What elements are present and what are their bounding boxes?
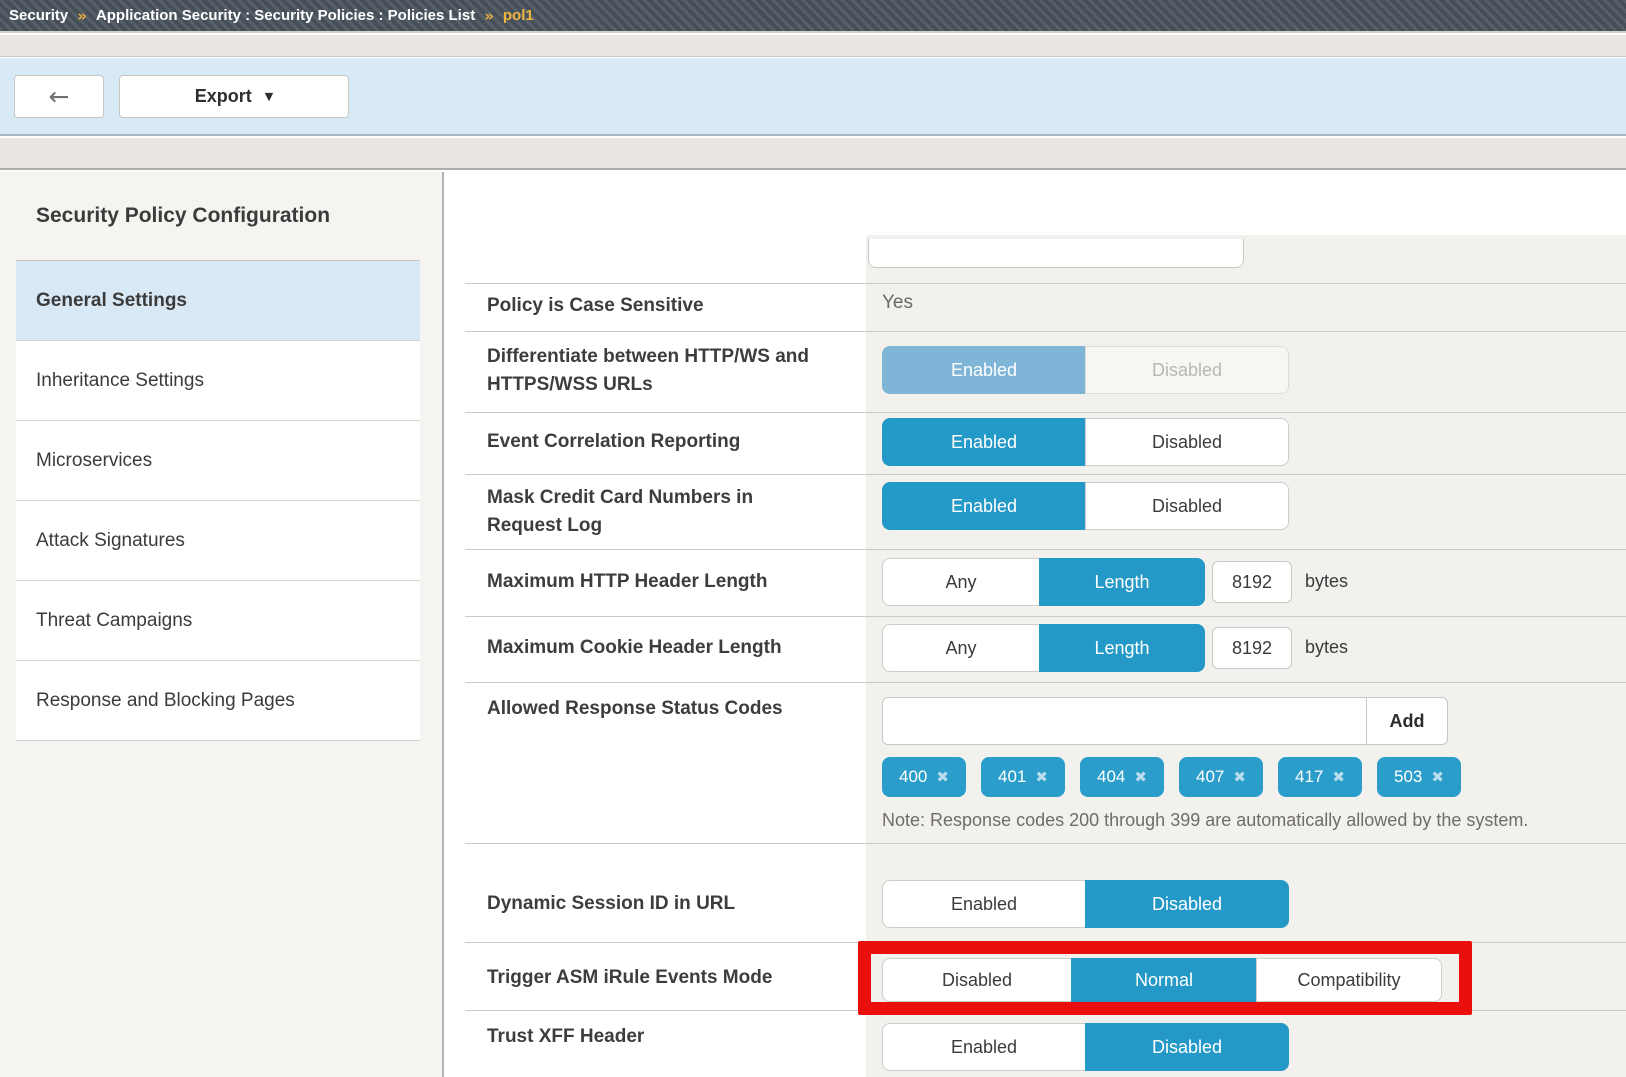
max-http-header-length-input[interactable] xyxy=(1212,561,1292,603)
max-http-header-label: Maximum HTTP Header Length xyxy=(487,571,768,592)
toggle-option-disabled[interactable]: Disabled xyxy=(1085,1023,1289,1071)
dynamic-session-id-label: Dynamic Session ID in URL xyxy=(487,893,736,914)
remove-icon[interactable]: ✖ xyxy=(1332,768,1345,786)
allowed-response-codes-input[interactable] xyxy=(882,697,1367,745)
status-code-tag: 401 ✖ xyxy=(981,757,1065,797)
status-code-value: 417 xyxy=(1295,767,1324,786)
max-http-header-unit-label: bytes xyxy=(1305,571,1349,591)
breadcrumb-path[interactable]: Application Security : Security Policies… xyxy=(95,7,476,24)
sidebar-item-general-settings[interactable]: General Settings xyxy=(16,261,420,341)
toggle-option-any[interactable]: Any xyxy=(882,558,1040,606)
chevron-down-icon: ▼ xyxy=(264,90,274,103)
event-correlation-label: Event Correlation Reporting xyxy=(487,431,741,452)
toggle-option-enabled[interactable]: Enabled xyxy=(882,880,1086,928)
status-code-tag: 404 ✖ xyxy=(1080,757,1164,797)
status-code-value: 407 xyxy=(1196,767,1225,786)
status-code-value: 401 xyxy=(998,767,1027,786)
label-line: Request Log xyxy=(487,515,603,536)
differentiate-urls-toggle: Enabled Disabled xyxy=(882,346,1289,394)
trigger-irule-events-toggle: Disabled Normal Compatibility xyxy=(882,958,1442,1002)
status-code-value: 503 xyxy=(1394,767,1423,786)
row-divider xyxy=(465,942,1626,943)
row-divider xyxy=(465,549,1626,550)
toggle-option-enabled: Enabled xyxy=(882,346,1086,394)
differentiate-urls-label: Differentiate between HTTP/WS and HTTPS/… xyxy=(487,343,809,399)
spacer-strip xyxy=(0,35,1626,57)
max-cookie-header-toggle: Any Length xyxy=(882,624,1205,672)
status-code-value: 404 xyxy=(1097,767,1126,786)
max-cookie-header-label: Maximum Cookie Header Length xyxy=(487,637,782,658)
toggle-option-enabled[interactable]: Enabled xyxy=(882,418,1086,466)
breadcrumb-separator-icon: » xyxy=(77,6,87,25)
export-button-label: Export xyxy=(194,86,252,106)
trust-xff-header-toggle: Enabled Disabled xyxy=(882,1023,1289,1071)
remove-icon[interactable]: ✖ xyxy=(936,768,949,786)
row-divider xyxy=(465,474,1626,475)
row-divider xyxy=(465,1010,1626,1011)
truncated-field-input[interactable] xyxy=(868,238,1244,268)
breadcrumb-root[interactable]: Security xyxy=(9,7,69,24)
breadcrumb: Security » Application Security : Securi… xyxy=(0,0,1626,33)
label-line: HTTPS/WSS URLs xyxy=(487,374,653,395)
back-arrow-icon: ← xyxy=(48,82,70,111)
mask-credit-card-label: Mask Credit Card Numbers in Request Log xyxy=(487,484,753,540)
remove-icon[interactable]: ✖ xyxy=(1431,768,1444,786)
status-code-value: 400 xyxy=(899,767,928,786)
max-cookie-header-length-input[interactable] xyxy=(1212,627,1292,669)
sidebar-item-inheritance-settings[interactable]: Inheritance Settings xyxy=(16,341,420,421)
dynamic-session-id-toggle: Enabled Disabled xyxy=(882,880,1289,928)
trust-xff-header-label: Trust XFF Header xyxy=(487,1026,645,1047)
toggle-option-compatibility[interactable]: Compatibility xyxy=(1256,958,1442,1002)
status-code-tag: 503 ✖ xyxy=(1377,757,1461,797)
row-divider xyxy=(465,682,1626,683)
remove-icon[interactable]: ✖ xyxy=(1233,768,1246,786)
toggle-option-disabled: Disabled xyxy=(1085,346,1289,394)
max-http-header-toggle: Any Length xyxy=(882,558,1205,606)
label-line: Mask Credit Card Numbers in xyxy=(487,487,754,508)
toggle-option-disabled[interactable]: Disabled xyxy=(882,958,1072,1002)
max-cookie-header-unit-label: bytes xyxy=(1305,637,1349,657)
back-button[interactable]: ← xyxy=(14,75,104,118)
allowed-response-codes-label: Allowed Response Status Codes xyxy=(487,698,783,719)
add-button[interactable]: Add xyxy=(1366,697,1448,745)
remove-icon[interactable]: ✖ xyxy=(1035,768,1048,786)
allowed-response-codes-note: Note: Response codes 200 through 399 are… xyxy=(882,810,1529,830)
status-code-tag: 417 ✖ xyxy=(1278,757,1362,797)
row-divider xyxy=(465,331,1626,332)
export-button[interactable]: Export ▼ xyxy=(119,75,349,118)
sidebar-item-attack-signatures[interactable]: Attack Signatures xyxy=(16,501,420,581)
toggle-option-length[interactable]: Length xyxy=(1039,624,1205,672)
sidebar-menu: General Settings Inheritance Settings Mi… xyxy=(16,260,420,741)
row-divider xyxy=(465,283,1626,284)
sidebar-item-threat-campaigns[interactable]: Threat Campaigns xyxy=(16,581,420,661)
sidebar-title: Security Policy Configuration xyxy=(36,204,331,227)
toggle-option-length[interactable]: Length xyxy=(1039,558,1205,606)
row-divider xyxy=(465,616,1626,617)
toolbar: ← Export ▼ xyxy=(0,58,1626,136)
toggle-option-enabled[interactable]: Enabled xyxy=(882,482,1086,530)
status-code-tag: 407 ✖ xyxy=(1179,757,1263,797)
toggle-option-disabled[interactable]: Disabled xyxy=(1085,880,1289,928)
toggle-option-any[interactable]: Any xyxy=(882,624,1040,672)
toggle-option-disabled[interactable]: Disabled xyxy=(1085,482,1289,530)
trigger-irule-events-label: Trigger ASM iRule Events Mode xyxy=(487,967,773,988)
row-divider xyxy=(465,843,1626,844)
policy-case-sensitive-value: Yes xyxy=(882,292,913,313)
status-code-tag: 400 ✖ xyxy=(882,757,966,797)
toggle-option-normal[interactable]: Normal xyxy=(1071,958,1257,1002)
breadcrumb-current: pol1 xyxy=(502,7,534,24)
toggle-option-enabled[interactable]: Enabled xyxy=(882,1023,1086,1071)
spacer-strip xyxy=(0,138,1626,170)
toggle-option-disabled[interactable]: Disabled xyxy=(1085,418,1289,466)
mask-credit-card-toggle: Enabled Disabled xyxy=(882,482,1289,530)
event-correlation-toggle: Enabled Disabled xyxy=(882,418,1289,466)
breadcrumb-separator-icon: » xyxy=(484,6,494,25)
policy-case-sensitive-label: Policy is Case Sensitive xyxy=(487,295,704,316)
sidebar-item-response-blocking-pages[interactable]: Response and Blocking Pages xyxy=(16,661,420,741)
label-line: Differentiate between HTTP/WS and xyxy=(487,346,809,367)
remove-icon[interactable]: ✖ xyxy=(1134,768,1147,786)
row-divider xyxy=(465,412,1626,413)
sidebar-item-microservices[interactable]: Microservices xyxy=(16,421,420,501)
